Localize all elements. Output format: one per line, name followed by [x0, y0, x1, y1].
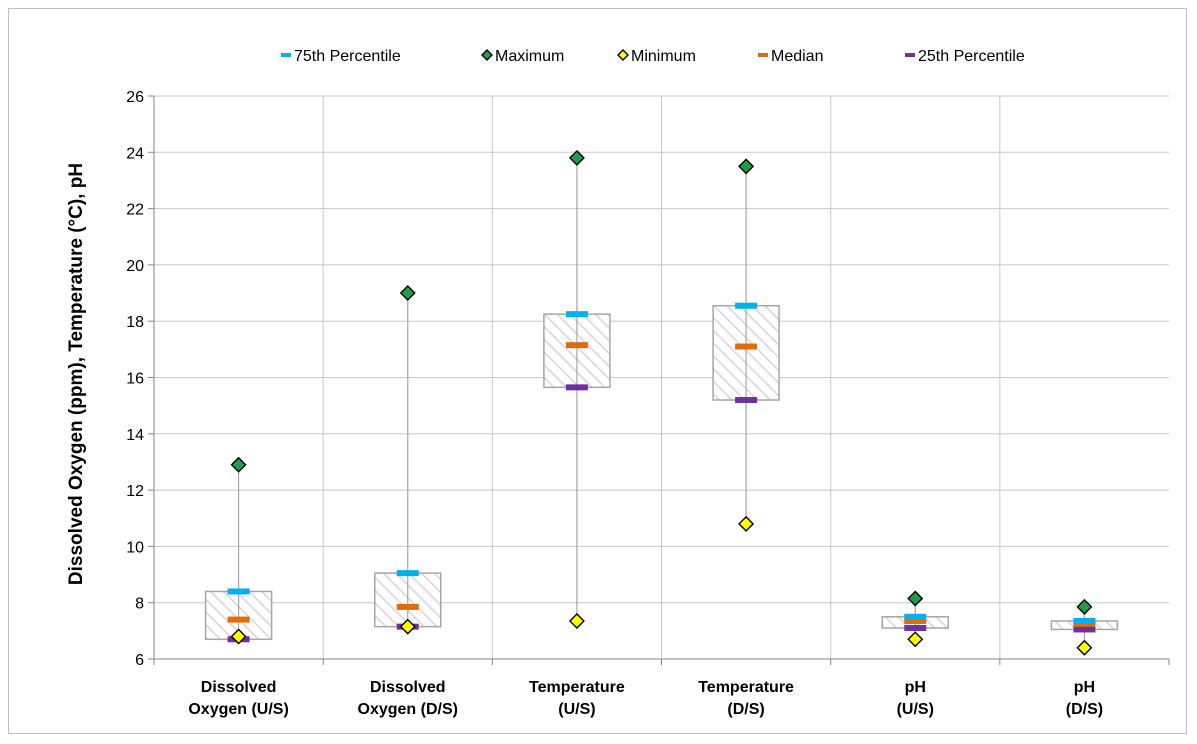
25th-percentile-marker — [565, 384, 588, 391]
legend-maximum-label: Maximum — [495, 48, 564, 65]
25th-percentile-marker — [1073, 626, 1096, 633]
chart-area: 6 8 10 12 14 16 18 20 22 24 26 Dissolved Oxygen (U/… — [8, 8, 1187, 734]
legend-75th-percentile-swatch — [281, 53, 291, 57]
box-plot-chart: 6 8 10 12 14 16 18 20 22 24 26 Dissolved Oxygen (U/… — [66, 48, 1170, 718]
75th-percentile-marker — [1073, 617, 1096, 624]
median-marker — [735, 343, 758, 350]
75th-percentile-marker — [396, 570, 419, 577]
minimum-marker — [568, 613, 585, 629]
category-separators — [153, 96, 1170, 665]
x-category-label: (D/S) — [727, 701, 764, 718]
gridlines — [148, 95, 1169, 660]
maximum-marker — [399, 285, 416, 302]
75th-percentile-marker — [565, 311, 588, 318]
y-axis-label: Dissolved Oxygen (ppm), Temperature (°C)… — [66, 163, 87, 585]
x-category-label: Dissolved — [201, 679, 277, 696]
y-tick-label: 6 — [135, 652, 144, 669]
y-tick-label: 18 — [126, 314, 144, 331]
maximum-marker — [1076, 598, 1093, 615]
legend: 75th Percentile Maximum Minimum Median 25th … — [281, 48, 1025, 65]
minimum-marker — [738, 515, 755, 532]
median-marker — [904, 617, 927, 624]
y-tick-label: 8 — [135, 596, 144, 613]
median-marker — [565, 342, 588, 349]
25th-percentile-marker — [904, 625, 927, 632]
legend-median-label: Median — [771, 48, 823, 65]
legend-minimum-label: Minimum — [631, 48, 696, 65]
x-category-label: (D/S) — [1066, 701, 1103, 718]
x-category-label: pH — [905, 679, 926, 696]
maximum-marker — [230, 456, 247, 473]
data-marks — [227, 149, 1096, 656]
maximum-marker — [568, 149, 585, 166]
75th-percentile-marker — [735, 302, 758, 309]
legend-25th-percentile-swatch — [905, 53, 915, 57]
legend-25th-percentile-label: 25th Percentile — [918, 48, 1025, 65]
minimum-marker — [399, 618, 416, 635]
x-category-label: Dissolved — [370, 679, 446, 696]
maximum-marker — [738, 158, 755, 175]
axes — [153, 96, 1169, 660]
y-tick-label: 12 — [126, 483, 144, 500]
legend-maximum-swatch — [481, 49, 493, 61]
25th-percentile-marker — [735, 397, 758, 404]
y-tick-label: 14 — [126, 427, 144, 444]
x-category-label: (U/S) — [897, 701, 934, 718]
x-category-label: Oxygen (U/S) — [188, 701, 288, 718]
y-tick-label: 16 — [126, 371, 144, 388]
legend-75th-percentile-label: 75th Percentile — [294, 48, 401, 65]
minimum-marker — [907, 631, 924, 648]
minimum-marker — [230, 628, 247, 645]
75th-percentile-marker — [227, 588, 250, 595]
y-tick-label: 22 — [126, 202, 144, 219]
y-tick-label: 24 — [126, 145, 144, 162]
maximum-marker — [907, 590, 924, 607]
x-category-label: (U/S) — [558, 701, 595, 718]
median-marker — [227, 616, 250, 623]
x-category-label: pH — [1074, 679, 1095, 696]
median-marker — [396, 603, 419, 610]
y-tick-label: 10 — [126, 539, 144, 556]
75th-percentile-marker — [904, 613, 927, 620]
x-category-label: Temperature — [698, 679, 794, 696]
legend-median-swatch — [758, 53, 768, 57]
y-tick-label: 20 — [126, 258, 144, 275]
minimum-marker — [1076, 639, 1093, 656]
legend-minimum-swatch — [617, 49, 629, 61]
y-tick-label: 26 — [126, 89, 144, 106]
x-category-label: Oxygen (D/S) — [358, 701, 458, 718]
x-category-label: Temperature — [529, 679, 625, 696]
x-category-labels: Dissolved Oxygen (U/S) Dissolved Oxygen (D/… — [188, 679, 1103, 718]
y-tick-labels: 6 8 10 12 14 16 18 20 22 24 26 — [126, 89, 144, 669]
